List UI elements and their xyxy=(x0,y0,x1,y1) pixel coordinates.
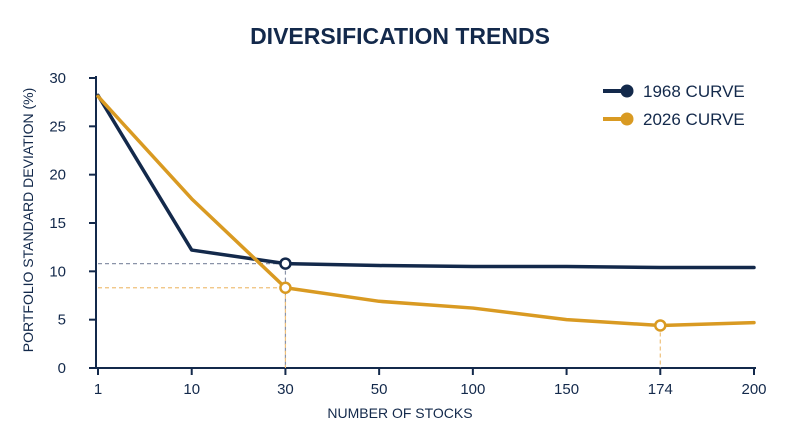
y-tick-label: 30 xyxy=(49,70,66,87)
x-tick-label: 100 xyxy=(460,381,485,398)
highlight-point-0 xyxy=(279,257,292,270)
y-tick-label: 10 xyxy=(49,263,66,280)
highlight-point-1 xyxy=(654,319,667,332)
x-tick-label: 30 xyxy=(277,381,294,398)
chart-title: DIVERSIFICATION TRENDS xyxy=(250,23,550,49)
y-tick-label: 5 xyxy=(58,312,66,329)
y-tick-label: 0 xyxy=(58,360,66,377)
x-axis-label: NUMBER OF STOCKS xyxy=(327,405,472,421)
legend-label-0: 1968 CURVE xyxy=(643,82,745,101)
legend-swatch-dot-1 xyxy=(620,112,634,126)
x-tick-label: 10 xyxy=(183,381,200,398)
series-line-1 xyxy=(96,94,756,328)
highlight-point-1 xyxy=(279,281,292,295)
y-tick-label: 15 xyxy=(49,215,66,232)
legend-swatch-dot-0 xyxy=(620,84,634,98)
x-tick-label: 50 xyxy=(371,381,388,398)
x-tick-label: 200 xyxy=(741,381,766,398)
x-tick-label: 1 xyxy=(94,381,102,398)
series-line-0 xyxy=(96,93,756,270)
chart-legend: 1968 CURVE 2026 CURVE xyxy=(603,82,745,129)
x-tick-label: 150 xyxy=(554,381,579,398)
y-axis-label: PORTFOLIO STANDARD DEVIATION (%) xyxy=(20,88,36,352)
x-tick-label: 174 xyxy=(648,381,673,398)
y-tick-label: 20 xyxy=(49,167,66,184)
legend-label-1: 2026 CURVE xyxy=(643,110,745,129)
y-tick-label: 25 xyxy=(49,118,66,135)
plot-area: 0 5 10 15 20 25 30 1 10 30 50 100 150 174 200 xyxy=(49,70,766,398)
